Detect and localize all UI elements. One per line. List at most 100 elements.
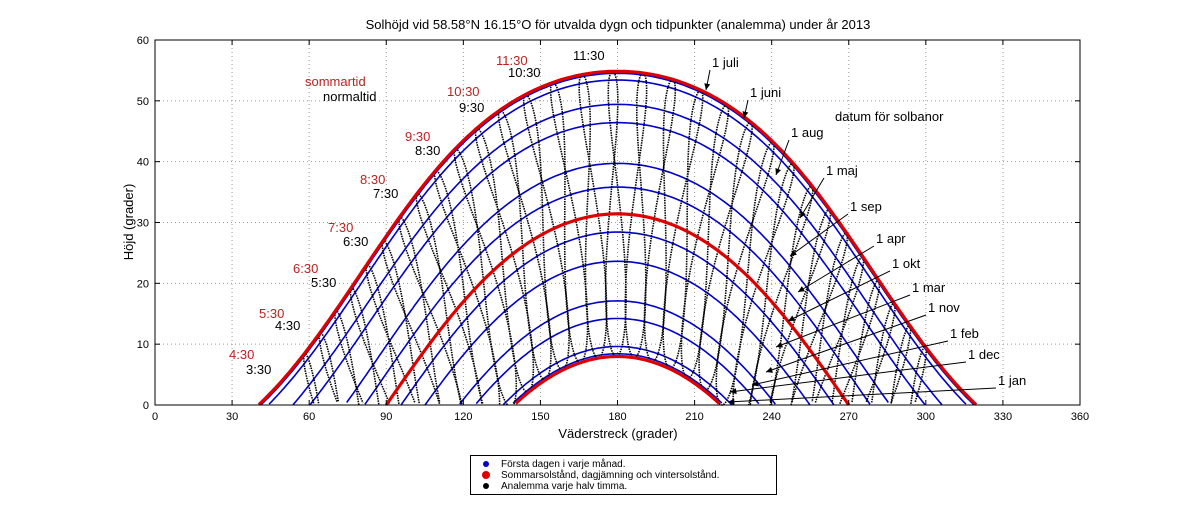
x-tick-label: 330	[994, 411, 1012, 423]
time-label-summer: 10:30	[447, 84, 480, 99]
analemma	[433, 169, 501, 405]
date-arrow	[789, 213, 849, 257]
date-arrowhead	[766, 367, 773, 373]
date-arrowhead	[704, 83, 711, 90]
normaltid-label: normaltid	[323, 89, 376, 104]
date-arrow	[797, 245, 875, 293]
y-axis-label: Höjd (grader)	[121, 184, 136, 261]
date-arrowhead	[776, 341, 783, 348]
axes: 0 30 60 90 120 150 180 210 240 270 300 330 360 0 10 20 3…	[137, 35, 1089, 423]
analemma	[865, 302, 896, 403]
y-tick-label: 60	[137, 35, 149, 47]
analemma	[624, 72, 648, 359]
time-label-normal: 6:30	[343, 234, 368, 249]
time-label-normal: 5:30	[311, 275, 336, 290]
sun-path-1-feb	[475, 317, 760, 405]
y-tick-label: 40	[137, 157, 149, 169]
time-label-summer: 4:30	[229, 347, 254, 362]
y-tick-label: 50	[137, 96, 149, 108]
date-arrowhead	[790, 249, 797, 256]
date-arrowhead	[742, 111, 749, 118]
time-label-summer: 8:30	[360, 172, 385, 187]
date-label: 1 maj	[826, 163, 858, 178]
analemma	[381, 239, 441, 406]
legend-marker-blue	[483, 461, 489, 467]
time-label-normal: 9:30	[459, 100, 484, 115]
x-tick-label: 210	[685, 411, 703, 423]
x-axis-label: Väderstreck (grader)	[558, 426, 677, 441]
x-tick-label: 30	[226, 411, 238, 423]
date-arrowhead	[800, 211, 806, 218]
sun-path-1-okt	[400, 231, 835, 406]
date-label: 1 juni	[750, 85, 781, 100]
date-label: 1 aug	[791, 125, 824, 140]
date-arrow	[765, 314, 927, 373]
analemma	[334, 309, 364, 405]
date-label: 1 jan	[998, 373, 1026, 388]
date-arrowhead	[728, 398, 735, 405]
date-label: 1 okt	[892, 256, 921, 271]
analemma	[680, 103, 730, 380]
analemma	[715, 141, 775, 406]
sommartid-label: sommartid	[305, 74, 366, 89]
analemma	[643, 78, 677, 363]
date-arrow	[799, 177, 825, 219]
date-label: 1 mar	[912, 280, 946, 295]
sun-path-1-mar	[424, 260, 811, 406]
analemma	[749, 185, 814, 406]
chart-title: Solhöjd vid 58.58°N 16.15°O för utvalda …	[366, 17, 871, 32]
date-arrow	[751, 340, 949, 386]
x-tick-label: 360	[1071, 411, 1089, 423]
x-tick-label: 150	[531, 411, 549, 423]
y-tick-label: 20	[137, 278, 149, 290]
date-label: 1 sep	[850, 199, 882, 214]
analemma	[365, 263, 416, 405]
date-label: 1 juli	[712, 55, 739, 70]
x-tick-label: 180	[608, 411, 626, 423]
date-label: 1 nov	[928, 300, 960, 315]
time-label-summer: 6:30	[293, 261, 318, 276]
date-arrow	[727, 387, 997, 403]
x-tick-label: 240	[762, 411, 780, 423]
y-tick-label: 30	[137, 218, 149, 230]
x-tick-label: 270	[840, 411, 858, 423]
date-arrow	[787, 270, 891, 322]
analemma	[318, 331, 340, 402]
date-arrow	[775, 294, 911, 348]
legend-item-red: Sommarsolstånd, dagjämning och vintersol…	[477, 469, 719, 481]
x-tick-label: 0	[152, 411, 158, 423]
legend: Första dagen i varje månad. Sommarsolstå…	[470, 455, 777, 495]
sun-path-1-apr	[364, 186, 871, 405]
analemma	[890, 324, 912, 404]
legend-marker-red	[482, 471, 490, 479]
analemma	[349, 286, 391, 405]
x-tick-label: 300	[917, 411, 935, 423]
legend-marker-black	[483, 483, 489, 489]
legend-label-blue: Första dagen i varje månad.	[501, 458, 626, 470]
analemma	[839, 279, 881, 404]
legend-item-black: Analemma varje halv timma.	[477, 480, 627, 492]
date-arrowhead	[798, 286, 805, 292]
sun-path-1-nov	[459, 300, 776, 405]
legend-label-red: Sommarsolstånd, dagjämning och vintersol…	[501, 469, 720, 481]
time-label-normal: 3:30	[246, 362, 271, 377]
datum-label: datum för solbanor	[835, 109, 944, 124]
x-tick-label: 120	[454, 411, 472, 423]
time-label-summer: 9:30	[405, 129, 430, 144]
date-arrowhead	[730, 388, 737, 395]
date-arrowhead	[788, 315, 795, 321]
analemma	[578, 73, 608, 359]
analemma	[910, 345, 928, 405]
time-label-normal: 4:30	[275, 318, 300, 333]
date-arrowhead	[752, 380, 759, 387]
plot-frame	[154, 39, 1081, 406]
analemma	[604, 70, 627, 358]
x-tick-label: 90	[380, 411, 392, 423]
date-arrowhead	[775, 168, 782, 175]
y-tick-label: 10	[137, 339, 149, 351]
time-label-normal: 8:30	[415, 143, 440, 158]
time-label-normal: 7:30	[373, 186, 398, 201]
sun-path-vintersolstånd	[514, 354, 721, 405]
